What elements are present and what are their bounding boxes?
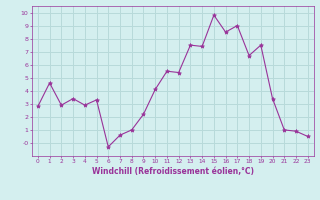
X-axis label: Windchill (Refroidissement éolien,°C): Windchill (Refroidissement éolien,°C) (92, 167, 254, 176)
